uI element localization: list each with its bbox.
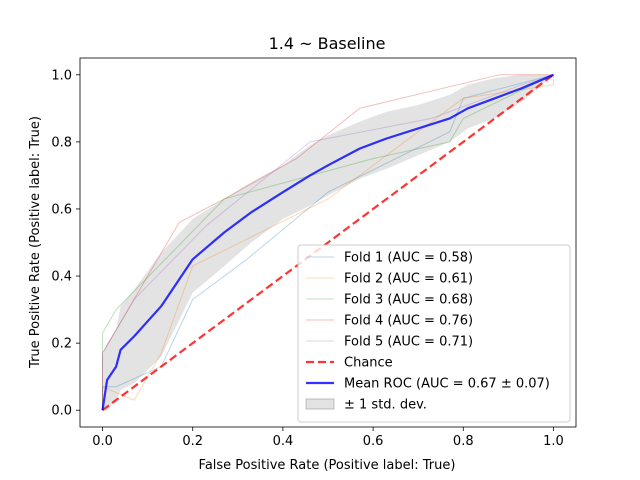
legend-item-mean-roc: Mean ROC (AUC = 0.67 ± 0.07) [306, 377, 550, 392]
y-tick-label: 0.2 [51, 337, 72, 352]
legend-label: Chance [344, 356, 393, 371]
fold-5-line [102, 74, 554, 411]
legend-label: Fold 5 (AUC = 0.71) [344, 335, 473, 350]
legend-label: Fold 1 (AUC = 0.58) [344, 251, 473, 266]
x-axis-label: False Positive Rate (Positive label: Tru… [199, 458, 456, 473]
plot-frame [79, 57, 577, 428]
legend-swatch [305, 398, 335, 410]
fold-4-line [102, 74, 554, 411]
y-tick-label: 0.4 [51, 270, 72, 285]
x-tick-label: 0.6 [363, 434, 384, 449]
legend-label: ± 1 std. dev. [344, 398, 427, 413]
y-axis-label: True Positive Rate (Positive label: True… [28, 116, 43, 369]
legend: Fold 1 (AUC = 0.58) Fold 2 (AUC = 0.61) Fo… [297, 244, 571, 423]
legend-item-fold-5: Fold 5 (AUC = 0.71) [306, 335, 473, 350]
x-tick-label: 1.0 [543, 434, 564, 449]
chart-title: 1.4 ~ Baseline [269, 34, 386, 53]
legend-item-fold-4: Fold 4 (AUC = 0.76) [306, 314, 473, 329]
legend-item-fold-2: Fold 2 (AUC = 0.61) [306, 272, 473, 287]
fold-3-line [102, 74, 554, 411]
legend-label: Fold 3 (AUC = 0.68) [344, 293, 473, 308]
x-tick-label: 0.0 [92, 434, 113, 449]
ticks-layer: 0.0 0.2 0.4 0.6 0.8 1.0 0.0 0.2 0.4 0.6 0.8 1.0 [51, 68, 563, 449]
chance-line [101, 73, 555, 412]
series-layer [101, 73, 555, 412]
legend-label: Mean ROC (AUC = 0.67 ± 0.07) [344, 377, 550, 392]
mean-roc-line [101, 73, 554, 411]
y-tick-label: 1.0 [51, 68, 72, 83]
legend-item-std-dev: ± 1 std. dev. [305, 398, 427, 413]
axes-layer [79, 57, 577, 428]
y-tick-label: 0.8 [51, 135, 72, 150]
y-tick-label: 0.6 [51, 202, 72, 217]
x-tick-label: 0.8 [453, 434, 474, 449]
legend-item-chance: Chance [306, 356, 393, 371]
legend-label: Fold 2 (AUC = 0.61) [344, 272, 473, 287]
y-tick-label: 0.0 [51, 404, 72, 419]
legend-item-fold-3: Fold 3 (AUC = 0.68) [306, 293, 473, 308]
legend-item-fold-1: Fold 1 (AUC = 0.58) [306, 251, 473, 266]
x-tick-label: 0.2 [182, 434, 203, 449]
legend-box [297, 244, 571, 423]
x-tick-label: 0.4 [273, 434, 294, 449]
legend-label: Fold 4 (AUC = 0.76) [344, 314, 473, 329]
fold-2-line [102, 74, 554, 411]
